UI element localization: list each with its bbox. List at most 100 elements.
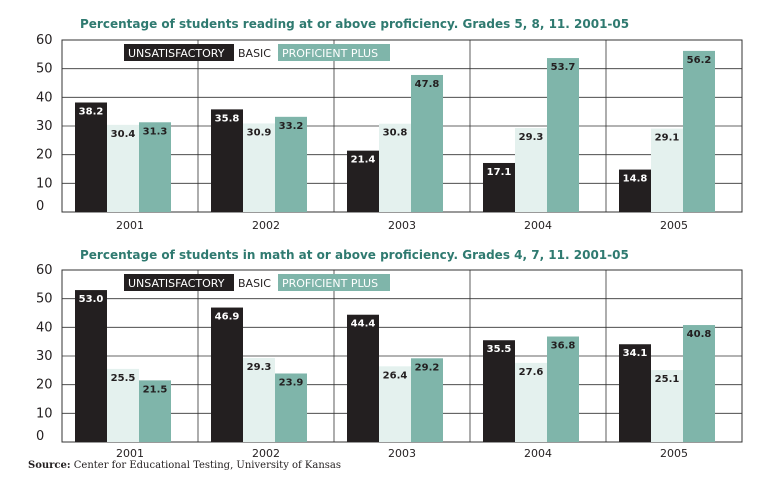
bar-unsatisfactory [211,307,243,442]
y-tick-label: 60 [36,263,53,278]
data-label: 17.1 [487,167,512,178]
data-label: 27.6 [519,367,544,378]
bar-proficient-plus [411,74,443,213]
chart-title: Percentage of students in math at or abo… [80,248,629,262]
data-label: 21.5 [143,384,168,395]
data-label: 56.2 [687,55,712,66]
bar-unsatisfactory [619,344,651,442]
y-tick-label: 60 [36,33,53,48]
x-tick-label: 2005 [660,219,688,232]
bar-proficient-plus [275,116,307,212]
data-label: 46.9 [215,312,240,323]
bar-basic [515,362,547,442]
data-label: 35.5 [487,344,512,355]
x-tick-label: 2005 [660,447,688,460]
bar-proficient-plus [139,122,171,212]
chart-1: Percentage of students reading at or abo… [36,17,743,232]
data-label: 21.4 [351,155,376,166]
data-label: 29.2 [415,362,440,373]
source-label: Source: [28,460,71,471]
legend-label-basic: BASIC [238,277,271,290]
data-label: 31.3 [143,126,168,137]
bar-proficient-plus [683,50,715,212]
x-tick-label: 2001 [116,219,144,232]
bar-basic [107,124,139,212]
source-note: Source: Center for Educational Testing, … [28,460,341,471]
legend: UNSATISFACTORY BASIC PROFICIENT PLUS [124,274,390,291]
y-tick-label: 50 [36,62,53,77]
bar-proficient-plus [275,373,307,442]
bar-proficient-plus [139,380,171,442]
data-label: 30.8 [383,128,408,139]
data-label: 34.1 [623,348,648,359]
x-tick-label: 2004 [524,219,552,232]
bar-basic [379,366,411,442]
data-label: 36.8 [551,341,576,352]
data-label: 44.4 [351,319,376,330]
legend-label-proficient-plus: PROFICIENT PLUS [282,277,378,290]
bar-basic [379,123,411,212]
bar-unsatisfactory [483,162,515,212]
data-label: 30.4 [111,129,136,140]
x-tick-label: 2003 [388,447,416,460]
bar-unsatisfactory [75,102,107,212]
data-label: 40.8 [687,329,712,340]
x-tick-label: 2002 [252,219,280,232]
y-tick-label: 40 [36,90,53,105]
data-label: 53.7 [551,62,576,73]
data-label: 29.3 [247,362,272,373]
bar-unsatisfactory [347,150,379,212]
legend-swatch-proficient-plus [278,44,390,61]
data-label: 35.8 [215,113,240,124]
bar-unsatisfactory [347,314,379,442]
x-tick-label: 2003 [388,219,416,232]
y-tick-label: 20 [36,148,53,163]
y-tick-label: 10 [36,176,53,191]
bar-unsatisfactory [75,290,107,442]
y-tick-label: 30 [36,119,53,134]
y-tick-label: 30 [36,349,53,364]
data-label: 38.2 [79,106,104,117]
source-text: Center for Educational Testing, Universi… [73,460,342,471]
bar-proficient-plus [411,358,443,442]
bar-unsatisfactory [211,109,243,212]
bar-basic [651,370,683,442]
data-label: 29.1 [655,133,680,144]
chart-title: Percentage of students reading at or abo… [80,17,629,31]
bar-unsatisfactory [619,169,651,212]
x-tick-label: 2001 [116,447,144,460]
data-label: 26.4 [383,370,408,381]
bar-unsatisfactory [483,340,515,442]
data-label: 23.9 [279,377,304,388]
data-label: 25.5 [111,373,136,384]
y-tick-label: 40 [36,320,53,335]
legend-swatch-unsatisfactory [124,44,234,61]
legend-swatch-proficient-plus [278,274,390,291]
legend: UNSATISFACTORY BASIC PROFICIENT PLUS [124,44,390,61]
data-label: 14.8 [623,174,648,185]
legend-label-basic: BASIC [238,47,271,60]
legend-label-unsatisfactory: UNSATISFACTORY [128,277,225,290]
bar-proficient-plus [683,325,715,442]
bar-proficient-plus [547,336,579,442]
x-tick-label: 2002 [252,447,280,460]
bar-proficient-plus [547,58,579,213]
legend-swatch-unsatisfactory [124,274,234,291]
data-label: 25.1 [655,374,680,385]
bar-basic [243,358,275,442]
y-tick-label: 0 [36,199,44,214]
y-tick-label: 20 [36,378,53,393]
data-label: 29.3 [519,132,544,143]
data-label: 53.0 [79,294,104,305]
legend-label-unsatisfactory: UNSATISFACTORY [128,47,225,60]
legend-label-proficient-plus: PROFICIENT PLUS [282,47,378,60]
bar-basic [515,128,547,212]
data-label: 30.9 [247,127,272,138]
x-tick-label: 2004 [524,447,552,460]
bar-basic [107,368,139,442]
data-label: 47.8 [415,79,440,90]
y-tick-label: 10 [36,406,53,421]
y-tick-label: 50 [36,292,53,307]
bar-basic [651,128,683,212]
